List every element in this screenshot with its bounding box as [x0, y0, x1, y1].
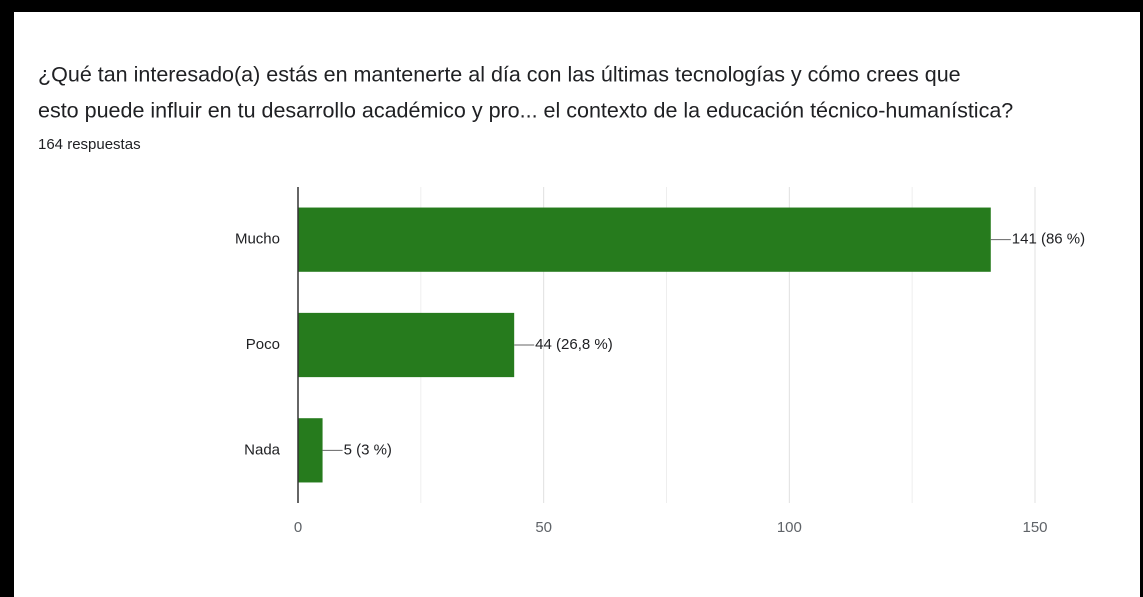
x-tick-label: 50 — [535, 519, 552, 536]
x-tick-label: 0 — [294, 519, 302, 536]
y-tick-label: Nada — [244, 441, 281, 458]
value-label: 5 (3 %) — [344, 441, 392, 458]
chart-title: esto puede influir en tu desarrollo acad… — [38, 99, 1013, 123]
x-tick-label: 150 — [1022, 519, 1047, 536]
x-tick-label: 100 — [777, 519, 802, 536]
chart-subtitle: 164 respuestas — [38, 136, 141, 153]
y-tick-label: Mucho — [235, 231, 280, 248]
bar — [298, 418, 323, 483]
chart-title: ¿Qué tan interesado(a) estás en mantener… — [38, 63, 961, 87]
value-label: 141 (86 %) — [1012, 231, 1085, 248]
value-label: 44 (26,8 %) — [535, 336, 613, 353]
bar — [298, 312, 515, 378]
y-tick-label: Poco — [246, 336, 280, 353]
bar — [298, 207, 991, 272]
